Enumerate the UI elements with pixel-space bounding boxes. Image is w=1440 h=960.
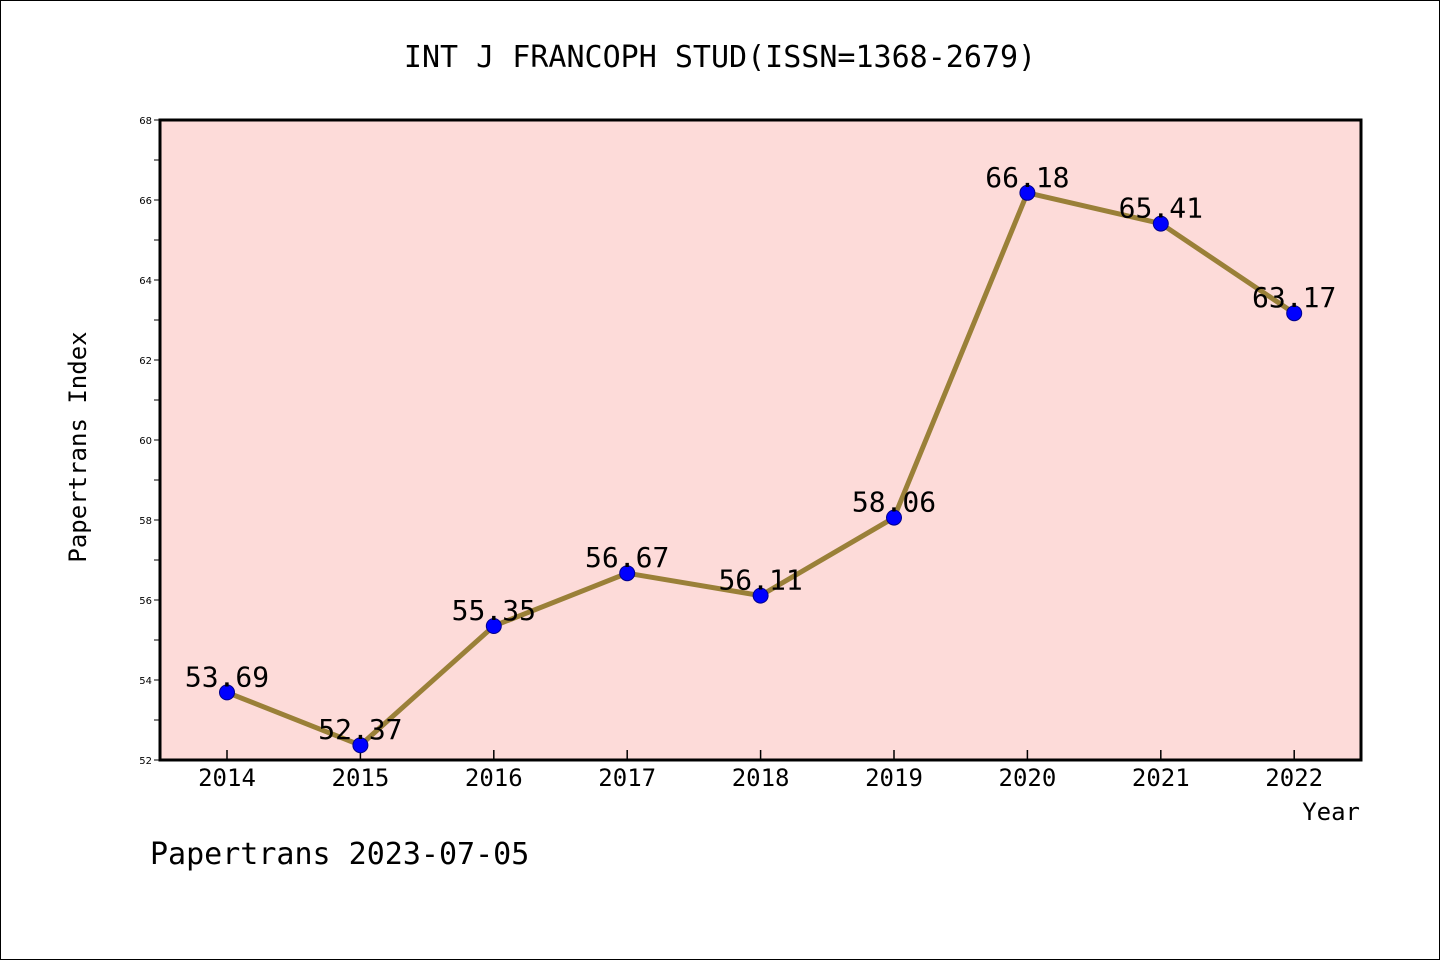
y-axis-label: Papertrans Index bbox=[64, 331, 92, 562]
data-label: 63.17 bbox=[1252, 281, 1336, 314]
y-tick-label: 56 bbox=[139, 596, 152, 607]
x-tick-label: 2019 bbox=[865, 764, 923, 792]
y-tick-label: 60 bbox=[139, 436, 152, 447]
x-tick-label: 2014 bbox=[198, 764, 256, 792]
data-label: 65.41 bbox=[1119, 192, 1203, 225]
data-point bbox=[1286, 305, 1303, 322]
y-axis-ticks: 52 54 56 58 60 62 64 66 68 bbox=[139, 116, 160, 767]
data-point bbox=[1152, 215, 1169, 232]
data-point bbox=[485, 618, 502, 634]
data-point bbox=[352, 737, 369, 754]
data-label: 53.69 bbox=[185, 660, 269, 693]
x-tick-label: 2018 bbox=[732, 764, 790, 792]
data-label: 55.35 bbox=[452, 594, 536, 627]
x-axis-ticks: 2014 2015 2016 2017 2018 2019 2020 2021 2022 bbox=[198, 750, 1323, 792]
data-point bbox=[619, 565, 636, 582]
data-point bbox=[1019, 184, 1036, 201]
x-tick-label: 2020 bbox=[999, 764, 1057, 792]
data-label: 66.18 bbox=[985, 161, 1069, 194]
data-point bbox=[752, 587, 769, 604]
y-tick-label: 58 bbox=[139, 516, 152, 527]
series-markers bbox=[219, 184, 1303, 754]
y-tick-label: 62 bbox=[139, 356, 152, 367]
data-label: 56.11 bbox=[718, 564, 802, 597]
y-tick-label: 64 bbox=[139, 276, 152, 287]
x-axis-label: Year bbox=[1302, 798, 1360, 826]
chart-title: INT J FRANCOPH STUD(ISSN=1368-2679) bbox=[404, 40, 1036, 75]
y-tick-label: 52 bbox=[139, 756, 152, 767]
data-label: 52.37 bbox=[318, 713, 402, 746]
x-tick-label: 2017 bbox=[598, 764, 656, 792]
y-tick-label: 68 bbox=[139, 116, 152, 127]
footer-text: Papertrans 2023-07-05 bbox=[150, 837, 529, 872]
x-tick-label: 2021 bbox=[1132, 764, 1190, 792]
data-labels: 53.69 52.37 55.35 56.67 56.11 58.06 66.18 65.41… bbox=[185, 161, 1336, 746]
x-tick-label: 2016 bbox=[465, 764, 523, 792]
data-label: 58.06 bbox=[852, 486, 936, 519]
data-point bbox=[886, 509, 902, 526]
data-point bbox=[219, 684, 235, 701]
data-label: 56.67 bbox=[585, 541, 669, 574]
y-tick-label: 54 bbox=[139, 676, 152, 687]
y-tick-label: 66 bbox=[139, 196, 152, 207]
x-tick-label: 2022 bbox=[1265, 764, 1323, 792]
x-tick-label: 2015 bbox=[332, 764, 390, 792]
